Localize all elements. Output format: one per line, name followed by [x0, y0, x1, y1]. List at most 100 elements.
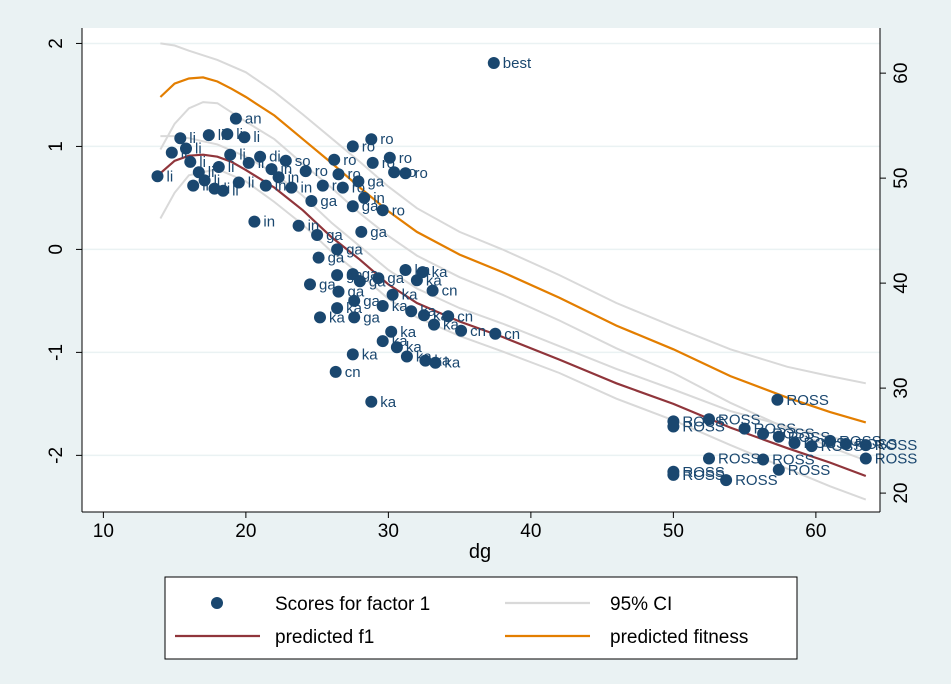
data-point — [221, 128, 234, 141]
data-point — [224, 148, 237, 161]
point-label: li — [253, 129, 260, 146]
point-label: ro — [380, 131, 393, 148]
point-label: li — [189, 130, 196, 147]
legend-label: predicted fitness — [610, 627, 748, 648]
legend: Scores for factor 1 95% CI predicted f1 pre… — [164, 576, 798, 660]
point-label: ROSS — [875, 437, 918, 454]
point-label: ka — [346, 300, 363, 317]
data-point — [329, 365, 342, 378]
data-point — [738, 422, 751, 435]
point-label: ROSS — [718, 411, 761, 428]
data-point — [667, 468, 680, 481]
point-label: ro — [392, 202, 405, 219]
point-label: li — [181, 145, 188, 162]
data-point — [312, 251, 325, 264]
data-point — [399, 167, 412, 180]
x-tick-label: 20 — [235, 521, 256, 542]
data-point — [416, 266, 429, 279]
data-point — [346, 348, 359, 361]
point-label: in — [301, 180, 313, 197]
data-point — [376, 204, 389, 217]
point-label: ro — [362, 138, 375, 155]
data-point — [771, 393, 784, 406]
point-label: ga — [363, 309, 380, 326]
point-label: li — [214, 172, 221, 189]
legend-label: Scores for factor 1 — [275, 594, 430, 615]
x-tick-label: 50 — [663, 521, 684, 542]
point-label: in — [263, 214, 275, 231]
y-right-tick-label: 60 — [891, 63, 912, 84]
point-label: li — [202, 178, 209, 195]
data-point — [202, 129, 215, 142]
data-point — [388, 166, 401, 179]
point-label: ga — [367, 173, 384, 190]
point-label: ROSS — [788, 462, 831, 479]
point-label: best — [503, 55, 532, 72]
point-label: in — [288, 169, 300, 186]
point-label: li — [195, 141, 202, 158]
point-label: ka — [426, 272, 443, 289]
point-label: ROSS — [682, 413, 725, 430]
y-right-tick-label: 40 — [891, 273, 912, 294]
data-point — [366, 156, 379, 169]
data-point — [331, 269, 344, 282]
data-point — [419, 354, 432, 367]
data-point — [165, 146, 178, 159]
data-point — [400, 350, 413, 363]
ci-line — [159, 101, 867, 462]
data-point — [332, 168, 345, 181]
data-point — [376, 335, 389, 348]
gridlines — [82, 42, 880, 457]
point-label: ROSS — [754, 421, 797, 438]
data-point — [703, 413, 715, 426]
data-point — [353, 275, 366, 288]
data-point — [292, 219, 305, 232]
data-point — [805, 440, 818, 453]
data-point — [346, 200, 359, 213]
point-label: ROSS — [804, 435, 847, 452]
point-label: ga — [387, 270, 404, 287]
data-point — [489, 327, 502, 340]
point-label: di — [269, 149, 281, 166]
data-point — [772, 430, 785, 443]
point-label: li — [218, 127, 225, 144]
point-label: ga — [346, 241, 363, 258]
data-point — [442, 310, 455, 323]
data-point — [174, 132, 187, 145]
point-label: in — [373, 190, 385, 207]
data-point — [316, 179, 329, 192]
point-label: ROSS — [875, 451, 918, 468]
point-label: ka — [420, 303, 437, 320]
point-label: in — [281, 161, 293, 178]
point-label: so — [295, 153, 311, 170]
point-label: ROSS — [772, 426, 815, 443]
x-tick-label: 30 — [378, 521, 399, 542]
point-label: ka — [402, 287, 419, 304]
data-point — [365, 133, 378, 146]
point-label: li — [167, 168, 174, 185]
x-tick-label: 60 — [805, 521, 826, 542]
data-point — [348, 294, 361, 307]
data-point — [383, 151, 396, 164]
data-point — [390, 341, 403, 354]
point-label: ro — [399, 150, 412, 167]
data-point — [824, 434, 837, 447]
point-label: ROSS — [718, 451, 761, 468]
data-point — [429, 356, 442, 369]
data-point — [376, 300, 389, 312]
data-point — [217, 184, 230, 197]
y-right-tick-label: 20 — [891, 483, 912, 504]
point-label: ka — [392, 298, 409, 315]
x-tick-label: 40 — [520, 521, 541, 542]
point-label: ga — [362, 198, 379, 215]
point-label: ka — [433, 307, 450, 324]
ci-line — [160, 42, 866, 385]
point-label: in — [308, 218, 320, 235]
point-label: ROSS — [682, 467, 725, 484]
point-label: ka — [416, 349, 433, 366]
point-label: cn — [504, 326, 520, 343]
data-point — [328, 153, 341, 166]
data-point — [212, 161, 225, 173]
point-label: ROSS — [786, 392, 829, 409]
data-point — [839, 438, 852, 450]
